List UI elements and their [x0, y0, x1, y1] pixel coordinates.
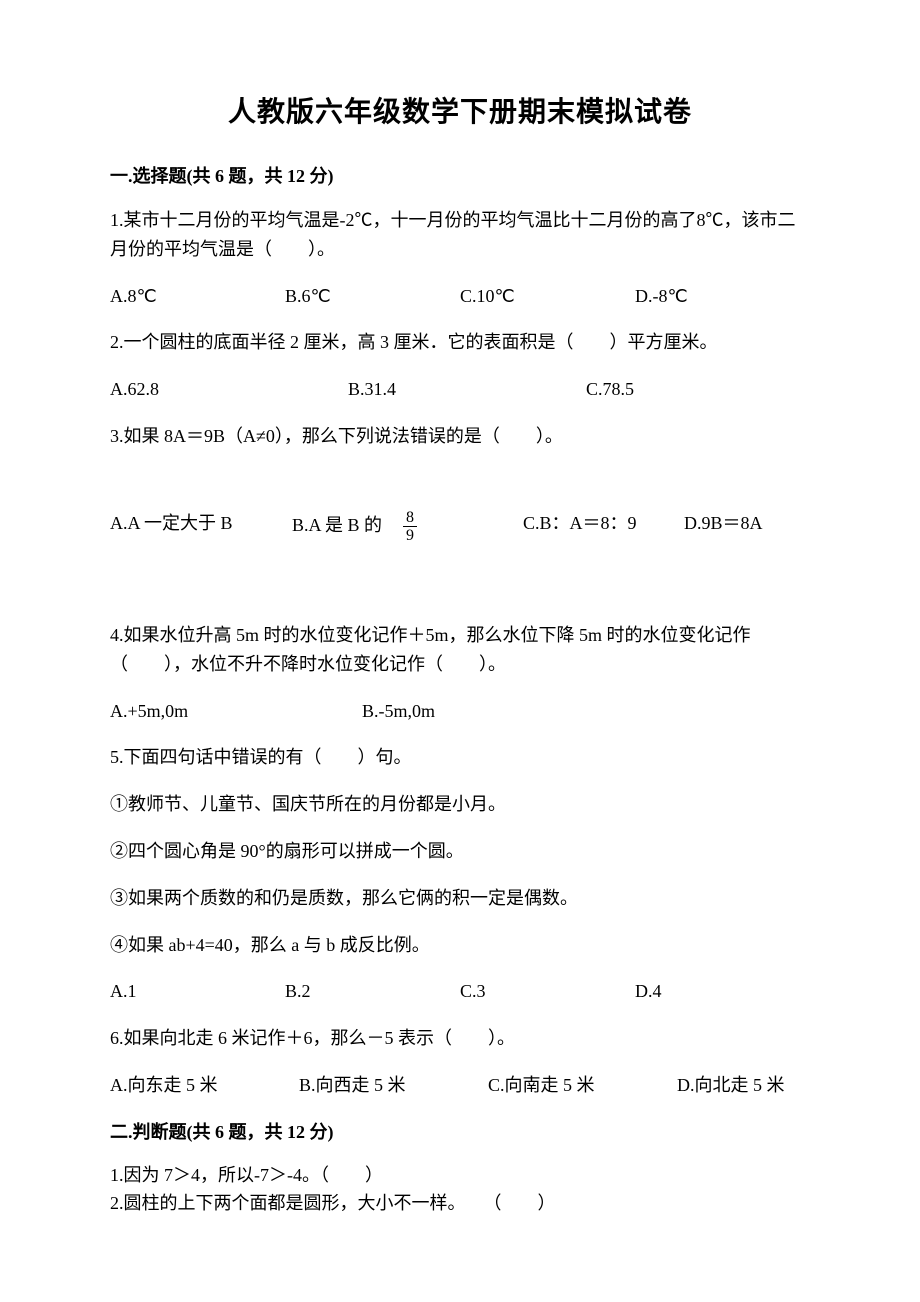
q2-option-b: B.31.4 [348, 375, 586, 404]
question-6-text: 6.如果向北走 6 米记作＋6，那么－5 表示（ ）。 [110, 1024, 810, 1053]
q2-option-a: A.62.8 [110, 375, 348, 404]
q5-option-d: D.4 [635, 977, 810, 1006]
question-2-options: A.62.8 B.31.4 C.78.5 [110, 375, 810, 404]
q4-option-b: B.-5m,0m [362, 697, 810, 726]
fraction-icon: 89 [403, 509, 417, 545]
q3-option-c: C.B：A＝8：9 [523, 509, 684, 545]
q3-option-a: A.A 一定大于 B [110, 509, 292, 545]
q1-option-a: A.8℃ [110, 282, 285, 311]
question-1: 1.某市十二月份的平均气温是-2℃，十一月份的平均气温比十二月份的高了8℃，该市… [110, 206, 810, 310]
q5-option-b: B.2 [285, 977, 460, 1006]
section-2-header: 二.判断题(共 6 题，共 12 分) [110, 1118, 810, 1144]
question-5-options: A.1 B.2 C.3 D.4 [110, 977, 810, 1006]
question-3: 3.如果 8A＝9B（A≠0），那么下列说法错误的是（ ）。 A.A 一定大于 … [110, 422, 810, 603]
q6-option-c: C.向南走 5 米 [488, 1071, 677, 1100]
q2-option-c: C.78.5 [586, 375, 810, 404]
judge-1: 1.因为 7＞4，所以-7＞-4。（ ） [110, 1162, 810, 1190]
q1-option-c: C.10℃ [460, 282, 635, 311]
judge-2: 2.圆柱的上下两个面都是圆形，大小不一样。 （ ） [110, 1190, 810, 1218]
q6-option-b: B.向西走 5 米 [299, 1071, 488, 1100]
q5-sub-4: ④如果 ab+4=40，那么 a 与 b 成反比例。 [110, 931, 810, 960]
question-3-text: 3.如果 8A＝9B（A≠0），那么下列说法错误的是（ ）。 [110, 422, 810, 451]
q5-sub-1: ①教师节、儿童节、国庆节所在的月份都是小月。 [110, 790, 810, 819]
q1-option-d: D.-8℃ [635, 282, 810, 311]
q3-option-b: B.A 是 B 的 89 [292, 509, 523, 545]
q4-option-a: A.+5m,0m [110, 697, 362, 726]
question-4-options: A.+5m,0m B.-5m,0m [110, 697, 810, 726]
question-2-text: 2.一个圆柱的底面半径 2 厘米，高 3 厘米．它的表面积是（ ）平方厘米。 [110, 328, 810, 357]
page-title: 人教版六年级数学下册期末模拟试卷 [110, 90, 810, 130]
q1-option-b: B.6℃ [285, 282, 460, 311]
question-3-options: A.A 一定大于 B B.A 是 B 的 89 C.B：A＝8：9 D.9B＝8… [110, 509, 810, 545]
question-6: 6.如果向北走 6 米记作＋6，那么－5 表示（ ）。 A.向东走 5 米 B.… [110, 1024, 810, 1100]
question-4-text: 4.如果水位升高 5m 时的水位变化记作＋5m，那么水位下降 5m 时的水位变化… [110, 621, 810, 679]
question-2: 2.一个圆柱的底面半径 2 厘米，高 3 厘米．它的表面积是（ ）平方厘米。 A… [110, 328, 810, 404]
question-4: 4.如果水位升高 5m 时的水位变化记作＋5m，那么水位下降 5m 时的水位变化… [110, 621, 810, 725]
q3-option-b-prefix: B.A 是 B 的 [292, 515, 400, 535]
section-1-header: 一.选择题(共 6 题，共 12 分) [110, 162, 810, 188]
question-1-text: 1.某市十二月份的平均气温是-2℃，十一月份的平均气温比十二月份的高了8℃，该市… [110, 206, 810, 264]
question-5: 5.下面四句话中错误的有（ ）句。 ①教师节、儿童节、国庆节所在的月份都是小月。… [110, 743, 810, 1006]
q5-sub-3: ③如果两个质数的和仍是质数，那么它俩的积一定是偶数。 [110, 884, 810, 913]
question-6-options: A.向东走 5 米 B.向西走 5 米 C.向南走 5 米 D.向北走 5 米 [110, 1071, 810, 1100]
q3-option-d: D.9B＝8A [684, 509, 810, 545]
fraction-denominator: 9 [403, 527, 417, 545]
q6-option-a: A.向东走 5 米 [110, 1071, 299, 1100]
question-1-options: A.8℃ B.6℃ C.10℃ D.-8℃ [110, 282, 810, 311]
q6-option-d: D.向北走 5 米 [677, 1071, 810, 1100]
q5-option-c: C.3 [460, 977, 635, 1006]
question-5-text: 5.下面四句话中错误的有（ ）句。 [110, 743, 810, 772]
fraction-numerator: 8 [403, 509, 417, 528]
q5-option-a: A.1 [110, 977, 285, 1006]
q5-sub-2: ②四个圆心角是 90°的扇形可以拼成一个圆。 [110, 837, 810, 866]
